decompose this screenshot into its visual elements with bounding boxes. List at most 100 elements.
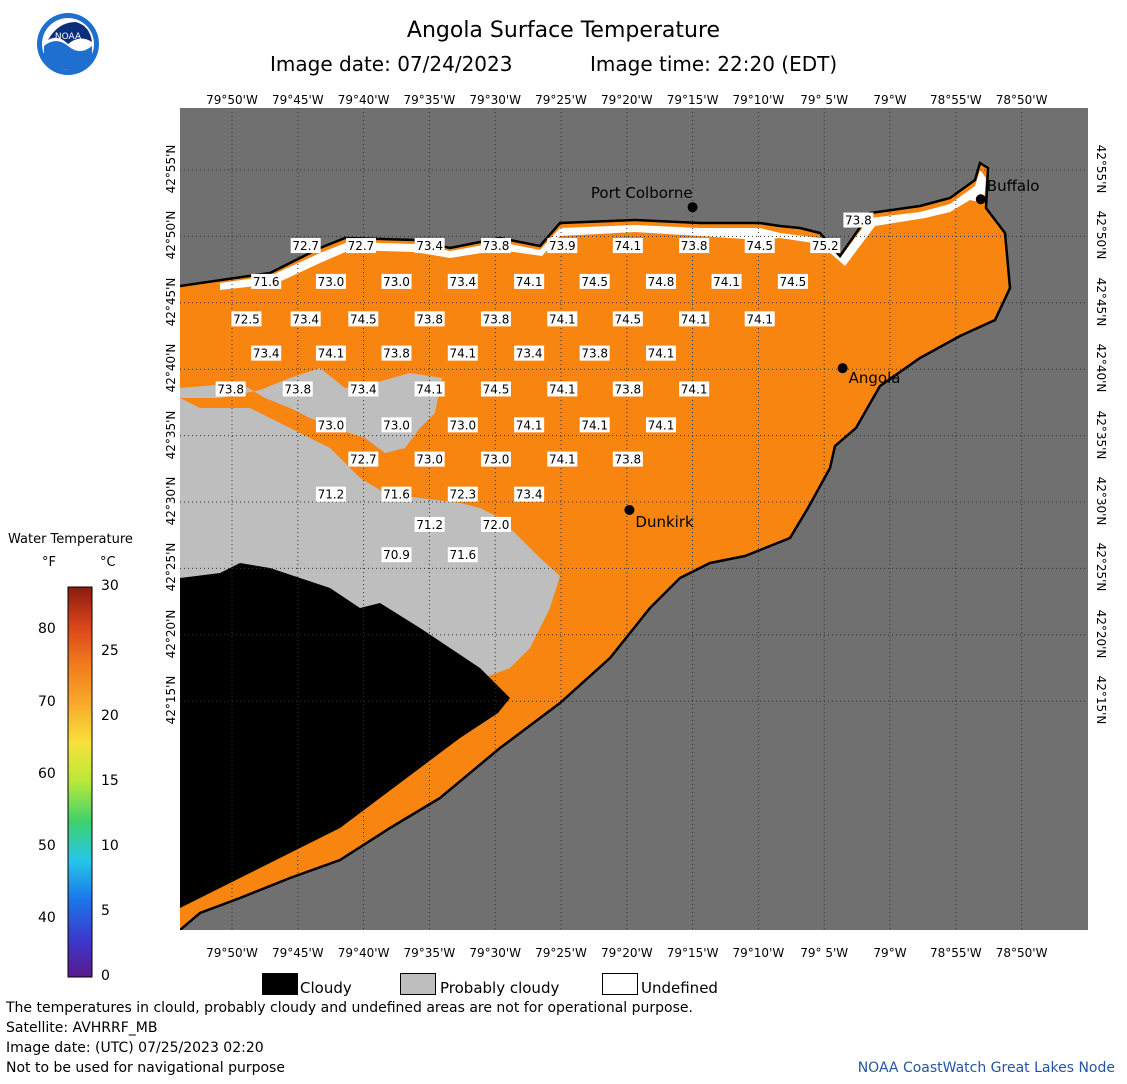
temperature-value: 72.3 bbox=[447, 486, 478, 502]
longitude-label: 79°45'W bbox=[271, 93, 324, 107]
temperature-value: 71.6 bbox=[251, 273, 282, 289]
svg-text:74.5: 74.5 bbox=[780, 275, 807, 289]
svg-text:74.5: 74.5 bbox=[581, 275, 608, 289]
satellite-text: Satellite: AVHRRF_MB bbox=[6, 1020, 158, 1036]
svg-text:73.8: 73.8 bbox=[284, 382, 311, 396]
coastline bbox=[180, 161, 1012, 930]
temperature-value: 73.0 bbox=[414, 451, 445, 467]
temperature-value: 72.5 bbox=[231, 311, 262, 327]
latitude-label: 42°35'N bbox=[1094, 410, 1108, 459]
svg-text:73.4: 73.4 bbox=[516, 488, 543, 502]
longitude-label: 78°55'W bbox=[929, 946, 982, 960]
svg-text:73.8: 73.8 bbox=[581, 347, 608, 361]
svg-text:72.7: 72.7 bbox=[292, 239, 319, 253]
noaa-logo-icon: NOAA bbox=[37, 13, 99, 75]
latitude-label: 42°15'N bbox=[164, 675, 178, 725]
svg-text:72.5: 72.5 bbox=[233, 312, 260, 326]
svg-text:74.5: 74.5 bbox=[614, 312, 641, 326]
legend-fahrenheit-tick: 50 bbox=[38, 838, 56, 854]
temperature-value: 74.1 bbox=[447, 345, 478, 361]
longitude-label: 79°45'W bbox=[271, 946, 324, 960]
svg-text:74.1: 74.1 bbox=[614, 239, 641, 253]
temperature-value: 73.8 bbox=[282, 381, 313, 397]
temperature-labels: 72.7 72.7 73.4 73.8 73.9 74.1 73.8 74.5 75.2 73.8… bbox=[215, 212, 874, 563]
longitude-label: 79°20'W bbox=[600, 946, 653, 960]
key-undefined-swatch bbox=[602, 973, 638, 995]
temperature-value: 73.8 bbox=[679, 238, 710, 254]
place-marker: Angola bbox=[837, 363, 900, 387]
image-time: Image time: 22:20 (EDT) bbox=[590, 52, 838, 76]
svg-text:74.1: 74.1 bbox=[449, 347, 476, 361]
svg-text:73.4: 73.4 bbox=[416, 239, 443, 253]
temperature-value: 73.8 bbox=[215, 381, 246, 397]
temperature-value: 73.8 bbox=[414, 311, 445, 327]
svg-text:73.4: 73.4 bbox=[350, 382, 377, 396]
key-probably-cloudy-label: Probably cloudy bbox=[440, 979, 560, 997]
temperature-value: 73.0 bbox=[480, 451, 511, 467]
longitude-label: 79°10'W bbox=[732, 946, 785, 960]
credit-link[interactable]: NOAA CoastWatch Great Lakes Node bbox=[857, 1060, 1115, 1076]
temperature-value: 74.1 bbox=[514, 417, 545, 433]
temperature-value: 73.8 bbox=[843, 212, 874, 228]
temperature-map[interactable]: 72.7 72.7 73.4 73.8 73.9 74.1 73.8 74.5 75.2 73.8… bbox=[180, 108, 1088, 930]
temperature-value: 70.9 bbox=[381, 547, 412, 563]
navigation-warning: Not to be used for navigational purpose bbox=[6, 1060, 285, 1076]
undefined-area bbox=[220, 170, 986, 290]
page-title: Angola Surface Temperature bbox=[406, 18, 721, 43]
svg-text:71.6: 71.6 bbox=[449, 548, 476, 562]
latitude-label: 42°30'N bbox=[164, 476, 178, 526]
longitude-label: 79°25'W bbox=[535, 93, 587, 107]
temperature-value: 74.1 bbox=[547, 381, 578, 397]
temperature-value: 75.2 bbox=[810, 238, 841, 254]
longitude-label: 79°15'W bbox=[666, 93, 719, 107]
temperature-value: 74.5 bbox=[612, 311, 643, 327]
longitude-label: 79°40'W bbox=[337, 946, 390, 960]
temperature-value: 74.1 bbox=[711, 273, 742, 289]
svg-text:71.2: 71.2 bbox=[416, 518, 443, 532]
svg-text:74.1: 74.1 bbox=[416, 382, 443, 396]
longitude-label: 79°30'W bbox=[469, 946, 522, 960]
legend-celsius-tick: 5 bbox=[101, 903, 110, 919]
legend-celsius-tick: 30 bbox=[101, 578, 119, 594]
latitude-label: 42°30'N bbox=[1094, 476, 1108, 526]
svg-text:Buffalo: Buffalo bbox=[987, 177, 1040, 195]
latitude-label: 42°55'N bbox=[1094, 144, 1108, 194]
temperature-value: 71.2 bbox=[414, 516, 445, 532]
temperature-value: 74.1 bbox=[547, 311, 578, 327]
svg-text:73.0: 73.0 bbox=[318, 275, 345, 289]
svg-text:73.8: 73.8 bbox=[845, 214, 872, 228]
temperature-value: 73.4 bbox=[290, 311, 321, 327]
temperature-value: 74.1 bbox=[514, 273, 545, 289]
svg-text:71.2: 71.2 bbox=[318, 488, 345, 502]
temperature-value: 74.5 bbox=[579, 273, 610, 289]
key-probably-cloudy-swatch bbox=[400, 973, 436, 995]
utc-date-text: Image date: (UTC) 07/25/2023 02:20 bbox=[6, 1040, 264, 1056]
svg-text:74.5: 74.5 bbox=[350, 312, 377, 326]
temperature-value: 74.1 bbox=[579, 417, 610, 433]
svg-text:73.8: 73.8 bbox=[483, 312, 510, 326]
svg-text:73.0: 73.0 bbox=[483, 453, 510, 467]
temperature-value: 74.1 bbox=[315, 345, 346, 361]
temperature-value: 73.0 bbox=[315, 417, 346, 433]
temperature-value: 73.4 bbox=[514, 345, 545, 361]
temperature-value: 72.0 bbox=[480, 516, 511, 532]
svg-text:74.1: 74.1 bbox=[549, 382, 576, 396]
latitude-label: 42°35'N bbox=[164, 410, 178, 460]
temperature-value: 73.4 bbox=[348, 381, 379, 397]
temperature-value: 74.5 bbox=[480, 381, 511, 397]
longitude-label: 79°W bbox=[873, 93, 907, 107]
svg-text:74.1: 74.1 bbox=[318, 347, 345, 361]
temperature-value: 73.8 bbox=[612, 381, 643, 397]
temperature-value: 74.1 bbox=[414, 381, 445, 397]
temperature-value: 73.4 bbox=[447, 273, 478, 289]
temperature-value: 73.4 bbox=[251, 345, 282, 361]
latitude-label: 42°50'N bbox=[164, 210, 178, 260]
legend-fahrenheit-tick: 40 bbox=[38, 910, 56, 927]
key-cloudy-swatch bbox=[262, 973, 298, 995]
temperature-value: 73.8 bbox=[612, 451, 643, 467]
noaa-logo: NOAA bbox=[36, 12, 100, 76]
svg-text:73.0: 73.0 bbox=[318, 418, 345, 432]
svg-text:74.1: 74.1 bbox=[516, 418, 543, 432]
image-date: Image date: 07/24/2023 bbox=[270, 52, 513, 76]
svg-text:74.1: 74.1 bbox=[581, 418, 608, 432]
